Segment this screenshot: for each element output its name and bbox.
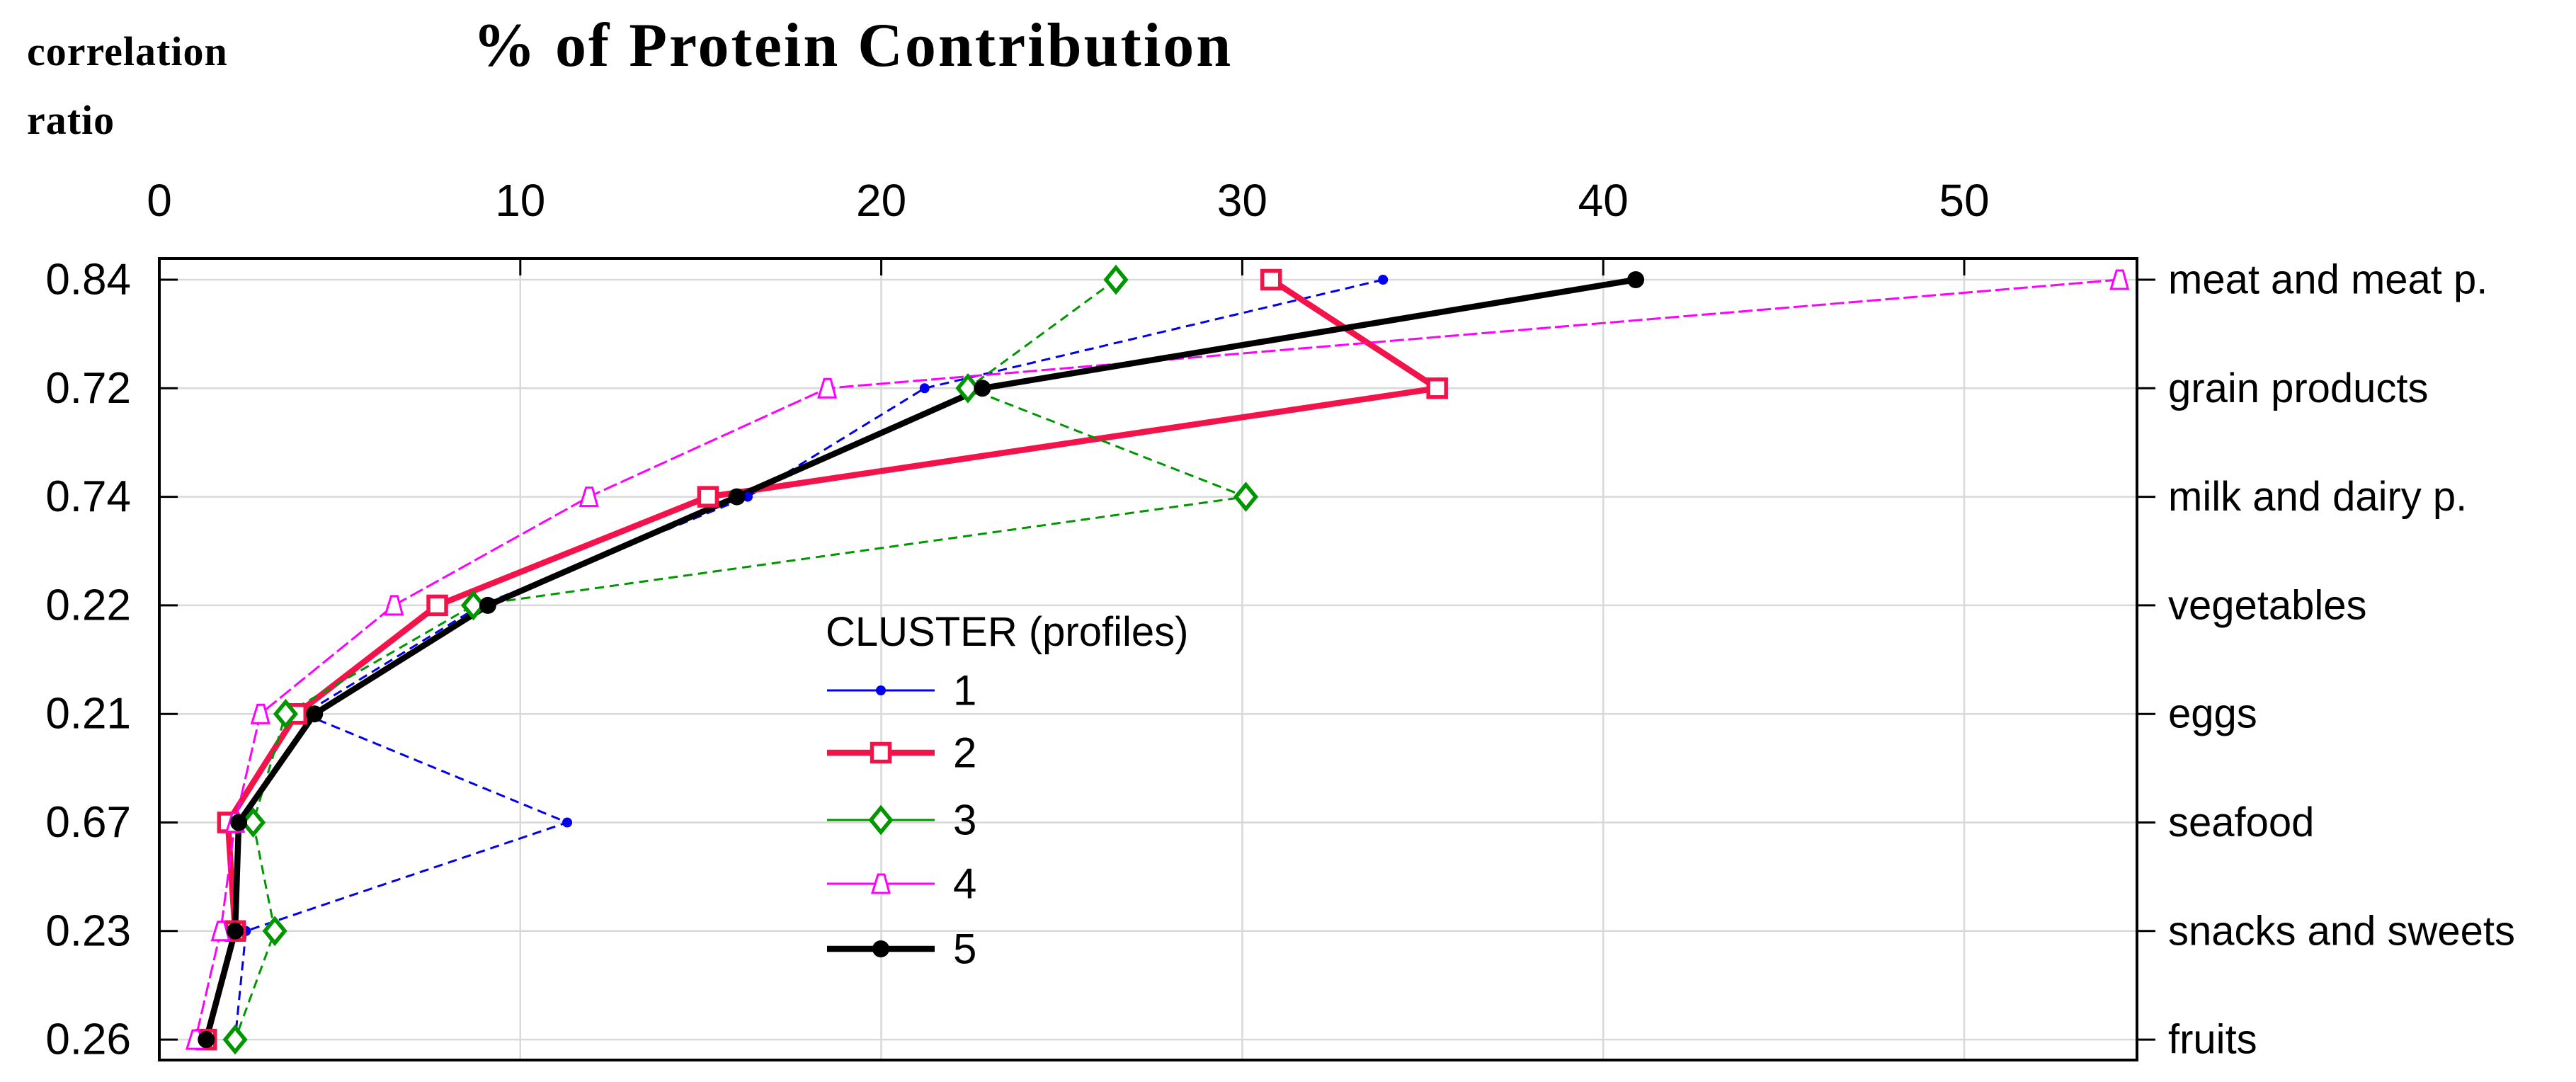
marker-dot (1378, 275, 1389, 285)
marker-square (1426, 377, 1448, 399)
x-tick-label: 0 (147, 175, 172, 226)
category-label: fruits (2168, 1017, 2257, 1063)
y-axis-title-line2: ratio (27, 97, 115, 143)
marker-triangle (817, 377, 838, 399)
marker-diamond (273, 698, 298, 729)
marker-diamond (868, 804, 894, 836)
marker-dot (919, 383, 930, 394)
chart-title: % of Protein Contribution (473, 11, 1233, 80)
category-label: seafood (2168, 799, 2314, 845)
marker-triangle (210, 921, 231, 942)
marker-diamond (955, 372, 981, 404)
series-line-cluster-5 (203, 276, 1636, 1041)
marker-triangle (384, 595, 404, 616)
correlation-ratio-label: 0.84 (45, 256, 131, 304)
marker-diamond (1103, 264, 1129, 295)
marker-square (870, 741, 892, 764)
marker-triangle (250, 703, 270, 724)
correlation-ratio-label: 0.22 (45, 581, 131, 630)
marker-circle (479, 596, 496, 614)
legend-item-label: 4 (953, 860, 976, 908)
marker-circle (306, 705, 324, 723)
x-tick-label: 20 (856, 175, 906, 226)
marker-diamond (222, 1024, 248, 1055)
plot-border (158, 257, 2138, 1061)
marker-square (697, 486, 719, 508)
marker-square (1260, 268, 1282, 291)
correlation-ratio-label: 0.74 (45, 472, 131, 521)
marker-square (426, 594, 448, 617)
marker-dot (876, 685, 886, 695)
marker-triangle (2109, 269, 2130, 290)
marker-diamond (240, 807, 266, 838)
marker-circle (198, 1031, 215, 1049)
y-axis-title-line1: correlation (27, 28, 228, 74)
legend-title: CLUSTER (profiles) (826, 609, 1188, 655)
correlation-ratio-label: 0.26 (45, 1015, 131, 1064)
category-label: meat and meat p. (2168, 257, 2487, 303)
series-line-cluster-1 (234, 278, 1384, 1040)
series-line-cluster-3 (234, 278, 1247, 1040)
marker-dot (562, 817, 573, 828)
marker-triangle (870, 873, 891, 894)
marker-triangle (579, 486, 599, 508)
correlation-ratio-label: 0.67 (45, 798, 131, 847)
correlation-ratio-label: 0.23 (45, 906, 131, 955)
category-label: vegetables (2168, 582, 2367, 628)
marker-circle (1627, 271, 1645, 288)
x-tick-label: 30 (1217, 175, 1267, 226)
x-tick-label: 50 (1939, 175, 1989, 226)
category-label: grain products (2168, 365, 2429, 411)
category-label: milk and dairy p. (2168, 474, 2467, 520)
marker-diamond (1233, 482, 1259, 512)
y-axis-title: correlation ratio (27, 17, 228, 154)
category-label: eggs (2168, 691, 2257, 737)
marker-circle (974, 380, 991, 397)
marker-circle (227, 922, 244, 940)
legend-item-label: 5 (953, 926, 976, 973)
marker-circle (872, 940, 889, 957)
series-line-cluster-4 (194, 278, 2120, 1040)
marker-circle (728, 488, 746, 506)
marker-diamond (262, 916, 287, 947)
x-tick-label: 40 (1578, 175, 1629, 226)
marker-dot (742, 491, 753, 502)
legend-item-label: 1 (953, 667, 976, 714)
category-label: snacks and sweets (2168, 908, 2515, 954)
legend-item-label: 2 (953, 729, 976, 777)
marker-circle (230, 814, 248, 831)
legend-item-label: 3 (953, 797, 976, 844)
marker-diamond (460, 590, 486, 621)
correlation-ratio-label: 0.21 (45, 690, 131, 739)
x-tick-label: 10 (495, 175, 545, 226)
correlation-ratio-label: 0.72 (45, 364, 131, 413)
